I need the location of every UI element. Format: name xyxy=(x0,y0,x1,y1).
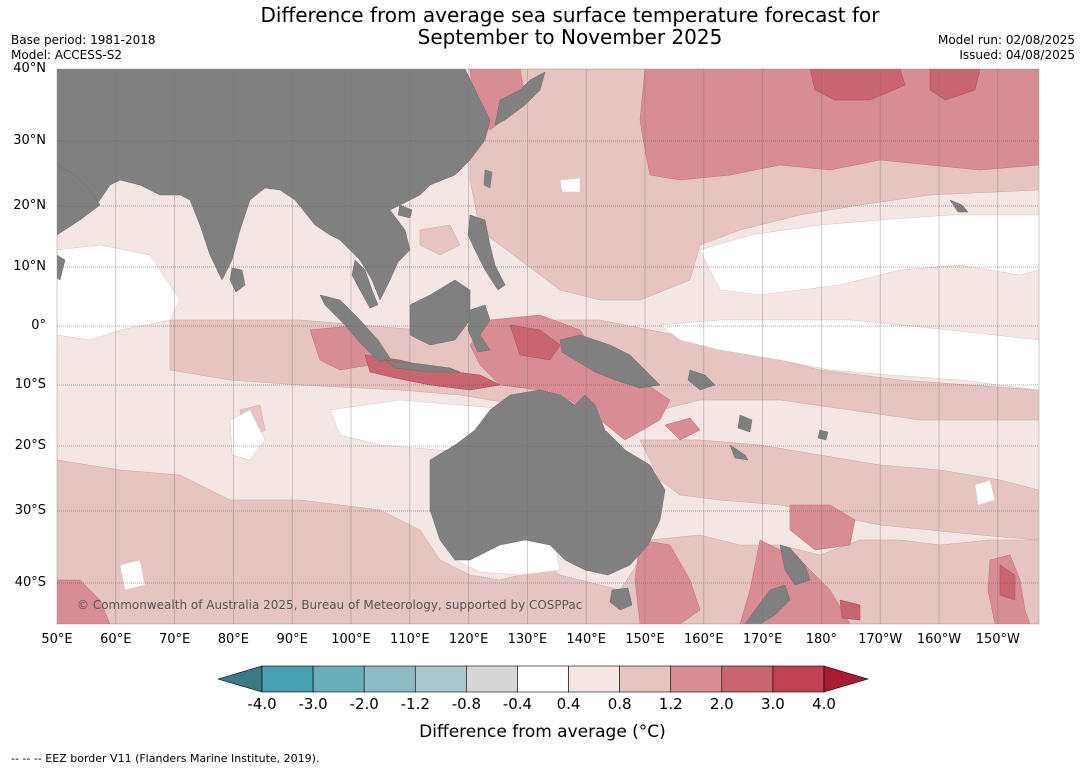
colorbar-cell xyxy=(261,665,314,693)
colorbar-tick-label: 3.0 xyxy=(760,695,785,713)
longitude-label: 160°W xyxy=(916,632,962,647)
colorbar-cell xyxy=(517,665,569,693)
longitude-label: 180° xyxy=(805,632,838,647)
asia-mainland xyxy=(57,69,491,301)
longitude-label: 90°E xyxy=(276,632,308,647)
colorbar-tick-label: 0.4 xyxy=(556,695,581,713)
new-zealand-south xyxy=(744,584,791,624)
title-line-1: Difference from average sea surface temp… xyxy=(260,3,880,27)
eez-footer-note: -- -- -- EEZ border V11 (Flanders Marine… xyxy=(11,752,320,765)
longitude-label: 50°E xyxy=(41,632,73,647)
colorbar-cell xyxy=(670,665,723,693)
colorbar-tick-label: -0.8 xyxy=(451,695,481,713)
longitude-label: 150°W xyxy=(975,632,1020,647)
longitude-label: 130°E xyxy=(507,632,548,647)
base-period: Base period: 1981-2018 xyxy=(11,33,156,47)
model-name: Model: ACCESS-S2 xyxy=(11,48,123,62)
colorbar-tick-label: -4.0 xyxy=(247,695,277,713)
title-line-2: September to November 2025 xyxy=(417,25,723,49)
latitude-label: 20°S xyxy=(14,438,46,453)
sri-lanka xyxy=(229,267,246,293)
tasmania xyxy=(609,587,633,611)
colorbar-cell xyxy=(772,665,825,693)
longitude-label: 150°E xyxy=(625,632,665,647)
land-masses xyxy=(57,69,969,624)
new-zealand-north xyxy=(779,544,811,586)
latitude-label: 30°N xyxy=(13,133,46,148)
longitude-label: 70°E xyxy=(158,632,191,647)
latitude-label: 20°N xyxy=(13,198,46,213)
graticule xyxy=(57,69,1039,624)
colorbar-tick-label: 2.0 xyxy=(709,695,734,713)
new-guinea xyxy=(559,334,661,389)
map-frame xyxy=(56,68,1040,625)
latitude-label: 40°N xyxy=(13,61,46,76)
japan xyxy=(494,71,546,126)
longitude-label: 120°E xyxy=(448,632,489,647)
colorbar-tick-label: -1.2 xyxy=(400,695,430,713)
latitude-label: 40°S xyxy=(14,575,46,590)
colorbar-tick-label: -0.4 xyxy=(502,695,533,713)
longitude-label: 170°E xyxy=(742,632,783,647)
chart-title: Difference from average sea surface temp… xyxy=(0,4,1085,48)
issued-date: Issued: 04/08/2025 xyxy=(959,48,1075,62)
latitude-label: 10°N xyxy=(13,259,46,274)
copyright-notice: © Commonwealth of Australia 2025, Bureau… xyxy=(77,598,583,612)
colorbar-extend-high xyxy=(823,665,870,693)
meta-left: Base period: 1981-2018 Model: ACCESS-S2 xyxy=(11,33,156,63)
australia xyxy=(429,389,666,576)
colorbar-cell xyxy=(414,665,467,693)
colorbar-label: Difference from average (°C) xyxy=(419,722,666,742)
colorbar-extend-low xyxy=(216,665,263,693)
longitude-label: 140°E xyxy=(566,632,606,647)
java xyxy=(384,359,461,373)
longitude-label: 110°E xyxy=(390,632,430,647)
philippines xyxy=(467,214,506,291)
longitude-label: 100°E xyxy=(331,632,371,647)
longitude-label: 160°E xyxy=(684,632,724,647)
model-run: Model run: 02/08/2025 xyxy=(937,33,1075,47)
meta-right: Model run: 02/08/2025 Issued: 04/08/2025 xyxy=(938,33,1075,63)
colorbar-cell xyxy=(363,665,416,693)
colorbar-tick-label: 1.2 xyxy=(658,695,683,713)
latitude-label: 10°S xyxy=(14,377,46,392)
colorbar-tick-label: -3.0 xyxy=(298,695,328,713)
longitude-label: 80°E xyxy=(217,632,250,647)
colorbar-tick-label: 4.0 xyxy=(812,695,836,713)
colorbar-cell xyxy=(619,665,672,693)
colorbar-tick-label: 0.8 xyxy=(607,695,632,713)
latitude-label: 30°S xyxy=(14,503,46,518)
longitude-label: 60°E xyxy=(100,632,132,647)
colorbar-tick-label: -2.0 xyxy=(349,695,379,713)
colorbar-cell xyxy=(312,665,365,693)
longitude-label: 170°W xyxy=(858,632,903,647)
latitude-label: 0° xyxy=(31,318,46,333)
colorbar-cell xyxy=(721,665,774,693)
colorbar-cell xyxy=(466,665,518,693)
colorbar-cell xyxy=(568,665,620,693)
